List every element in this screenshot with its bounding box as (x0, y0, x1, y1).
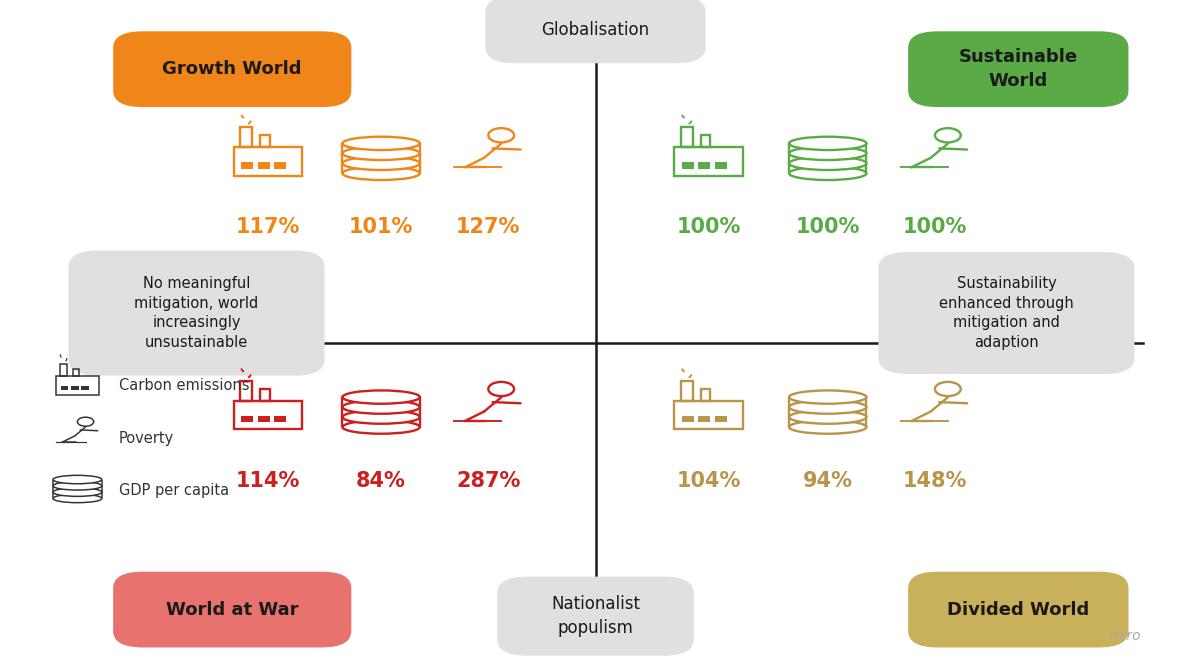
Text: Nationalist
populism: Nationalist populism (551, 595, 640, 637)
Ellipse shape (790, 390, 866, 404)
Ellipse shape (343, 157, 419, 170)
Ellipse shape (790, 157, 866, 170)
Ellipse shape (343, 147, 419, 160)
Text: Poverty: Poverty (119, 431, 174, 445)
FancyBboxPatch shape (113, 571, 351, 647)
FancyBboxPatch shape (908, 31, 1129, 107)
Text: 100%: 100% (796, 217, 860, 237)
FancyBboxPatch shape (715, 162, 727, 169)
FancyBboxPatch shape (61, 386, 68, 390)
FancyBboxPatch shape (682, 416, 694, 422)
Ellipse shape (790, 401, 866, 414)
Text: 100%: 100% (903, 217, 967, 237)
Text: Globalisation: Globalisation (542, 20, 649, 39)
Ellipse shape (343, 401, 419, 414)
FancyBboxPatch shape (715, 416, 727, 422)
FancyBboxPatch shape (242, 162, 254, 169)
Text: 94%: 94% (803, 471, 853, 491)
Text: 84%: 84% (356, 471, 406, 491)
Ellipse shape (790, 136, 866, 150)
Text: Growth World: Growth World (162, 60, 303, 78)
Ellipse shape (790, 147, 866, 160)
FancyBboxPatch shape (257, 416, 269, 422)
FancyBboxPatch shape (486, 0, 705, 63)
Text: GDP per capita: GDP per capita (119, 484, 229, 498)
FancyBboxPatch shape (257, 162, 269, 169)
Text: 114%: 114% (236, 471, 300, 491)
Ellipse shape (343, 411, 419, 424)
FancyBboxPatch shape (878, 252, 1134, 374)
Text: Sustainable
World: Sustainable World (959, 48, 1078, 90)
FancyBboxPatch shape (71, 386, 79, 390)
Text: 287%: 287% (456, 471, 520, 491)
FancyBboxPatch shape (242, 416, 254, 422)
FancyBboxPatch shape (81, 386, 89, 390)
Text: Divided World: Divided World (947, 600, 1090, 619)
Ellipse shape (343, 390, 419, 404)
Text: World at War: World at War (166, 600, 299, 619)
Ellipse shape (790, 411, 866, 424)
FancyBboxPatch shape (498, 577, 693, 656)
Ellipse shape (52, 475, 102, 484)
Ellipse shape (52, 488, 102, 496)
FancyBboxPatch shape (69, 250, 324, 376)
Text: 104%: 104% (676, 471, 741, 491)
Text: 100%: 100% (676, 217, 741, 237)
Ellipse shape (52, 482, 102, 490)
Text: 127%: 127% (456, 217, 520, 237)
FancyBboxPatch shape (908, 571, 1129, 647)
Text: Carbon emissions: Carbon emissions (119, 378, 250, 393)
FancyBboxPatch shape (698, 162, 710, 169)
FancyBboxPatch shape (682, 162, 694, 169)
Text: 101%: 101% (349, 217, 413, 237)
Text: No meaningful
mitigation, world
increasingly
unsustainable: No meaningful mitigation, world increasi… (135, 276, 258, 350)
Text: 148%: 148% (903, 471, 967, 491)
Text: 117%: 117% (236, 217, 300, 237)
Ellipse shape (343, 136, 419, 150)
FancyBboxPatch shape (274, 416, 286, 422)
FancyBboxPatch shape (113, 31, 351, 107)
Text: miro: miro (1110, 629, 1141, 643)
Text: Sustainability
enhanced through
mitigation and
adaption: Sustainability enhanced through mitigati… (939, 276, 1074, 350)
FancyBboxPatch shape (274, 162, 286, 169)
FancyBboxPatch shape (698, 416, 710, 422)
